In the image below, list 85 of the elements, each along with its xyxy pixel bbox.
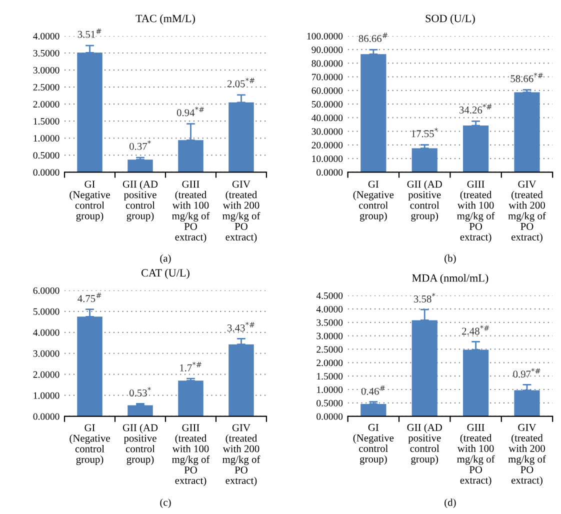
y-tick-label: 1.5000: [34, 118, 60, 125]
y-tick-label: 0.5000: [33, 152, 60, 159]
y-tick-label: 1.5000: [317, 372, 343, 380]
data-label: 17.55$^{*}$: [412, 128, 438, 138]
x-tick-label: GIII (treated with 100 mg/kg of PO extract): [457, 424, 495, 486]
data-label: 3.51$^{#}$: [78, 28, 102, 38]
text: (d): [444, 498, 456, 508]
x-tick-label: GII (AD positive control group): [122, 180, 158, 222]
data-label: 1.7$^{*#}$: [180, 362, 202, 372]
y-tick-label: 4.0000: [316, 306, 343, 312]
y-tick-label: 80.0000: [312, 60, 343, 67]
data-label: 58.66$^{*#}$: [510, 72, 543, 82]
y-tick-label: 90.0000: [312, 46, 343, 54]
x-tick-label: GIV (treated with 200 mg/kg of PO extract): [508, 424, 546, 486]
y-tick-label: 30.0000: [312, 128, 343, 135]
x-tick-label: GII (AD positive control group): [407, 424, 442, 465]
y-tick-label: 0.5000: [316, 400, 343, 406]
text: (c): [160, 498, 171, 508]
y-tick-label: 2.5000: [33, 84, 60, 91]
bar: [128, 160, 153, 172]
y-tick-label: 2.0000: [33, 371, 60, 378]
y-tick-label: 100.0000: [307, 32, 343, 40]
y-tick-label: 4.0000: [33, 329, 60, 336]
y-tick-label: 6.0000: [33, 287, 60, 294]
y-tick-label: 20.0000: [312, 142, 343, 148]
y-tick-label: 3.5000: [33, 50, 60, 57]
x-tick-label: GIV (treated with 200 mg/kg of PO extract): [222, 180, 260, 243]
y-tick-label: 3.0000: [33, 66, 60, 74]
text: (a): [160, 254, 171, 264]
y-tick-label: 50.0000: [312, 100, 343, 108]
y-tick-label: 0.0000: [316, 413, 343, 420]
data-label: 0.37$^{*}$: [130, 140, 151, 150]
y-tick-label: 0.0000: [33, 169, 60, 176]
y-tick-label: 3.0000: [33, 350, 60, 357]
text: (b): [444, 254, 456, 264]
x-tick-label: GIII (treated with 100 mg/kg of PO extract): [172, 424, 210, 486]
bar: [128, 405, 153, 416]
bar: [360, 404, 386, 416]
data-label: 2.05$^{*#}$: [227, 78, 255, 88]
data-label: 0.53$^{*}$: [130, 387, 151, 397]
x-tick-label: GI (Negative control group): [353, 180, 394, 222]
chart-title: CAT (U/L): [142, 268, 190, 279]
y-tick-label: 1.0000: [317, 386, 343, 394]
bar: [360, 54, 386, 172]
y-tick-label: 1.0000: [34, 135, 60, 142]
bar: [514, 92, 540, 172]
y-tick-label: 4.5000: [316, 292, 343, 300]
x-tick-label: GI (Negative control group): [70, 180, 110, 222]
x-tick-label: GIII (treated with 100 mg/kg of PO extract): [457, 180, 495, 243]
bar: [412, 148, 438, 172]
x-tick-label: GII (AD positive control group): [122, 424, 158, 465]
x-tick-label: GI (Negative control group): [70, 424, 110, 465]
data-label: 0.46$^{#}$: [361, 386, 385, 395]
data-label: 0.94$^{*#}$: [176, 106, 204, 116]
y-tick-label: 1.0000: [34, 392, 60, 399]
bar: [178, 380, 204, 416]
y-tick-label: 0.0000: [33, 413, 60, 420]
x-tick-label: GI (Negative control group): [353, 424, 394, 465]
data-label: 3.43$^{*#}$: [228, 322, 255, 332]
y-tick-label: 4.0000: [33, 32, 60, 40]
chart-title: SOD (U/L): [426, 14, 475, 24]
x-tick-label: GIV (treated with 200 mg/kg of PO extract): [508, 180, 546, 243]
data-label: 3.58$^{*}$: [414, 292, 436, 303]
x-tick-label: GIII (treated with 100 mg/kg of PO extract): [172, 180, 210, 243]
y-tick-label: 2.0000: [33, 100, 60, 108]
y-tick-label: 5.0000: [33, 308, 60, 315]
y-tick-label: 2.0000: [316, 360, 343, 366]
chart-title: MDA (nmol/mL): [412, 274, 488, 284]
y-tick-label: 0.0000: [316, 169, 343, 176]
data-label: 86.66$^{#}$: [358, 32, 388, 42]
chart-title: TAC (mM/L): [136, 14, 195, 24]
x-tick-label: GII (AD positive control group): [407, 180, 442, 222]
x-tick-label: GIV (treated with 200 mg/kg of PO extract): [222, 424, 260, 486]
data-label: 34.26$^{*#}$: [459, 104, 492, 114]
y-tick-label: 3.5000: [316, 319, 343, 326]
y-tick-label: 70.0000: [312, 74, 343, 80]
y-tick-label: 60.0000: [312, 87, 343, 94]
data-label: 0.97$^{*#}$: [513, 368, 540, 378]
y-tick-label: 10.0000: [312, 155, 343, 162]
bar: [463, 126, 489, 172]
data-label: 4.75$^{#}$: [78, 292, 102, 302]
y-tick-label: 3.0000: [316, 332, 343, 340]
y-tick-label: 40.0000: [312, 114, 343, 122]
data-label: 2.48$^{*#}$: [462, 325, 490, 335]
y-tick-label: 2.5000: [316, 346, 343, 353]
